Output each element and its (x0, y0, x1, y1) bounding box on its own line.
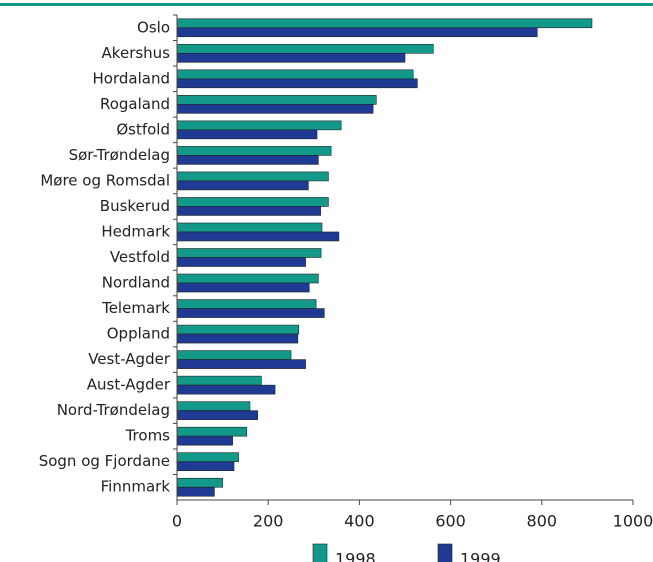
bar (176, 324, 300, 335)
bar (176, 384, 276, 395)
bar (176, 435, 233, 446)
bar (176, 426, 248, 437)
bar (176, 18, 593, 29)
bar (176, 146, 332, 156)
y-tick-label: Vest-Agder (88, 350, 171, 368)
bar (176, 248, 322, 258)
top-rule (0, 3, 653, 6)
bar (176, 120, 342, 131)
bar (176, 299, 317, 309)
x-tick-label: 800 (527, 512, 558, 531)
y-tick-label: Oppland (107, 325, 170, 343)
bar (176, 486, 215, 497)
bar (176, 410, 259, 420)
y-tick-label: Rogaland (100, 95, 170, 113)
y-tick-label: Aust-Agder (87, 376, 171, 394)
bar (176, 129, 318, 140)
x-tick-label: 1000 (613, 512, 653, 531)
bar (176, 95, 377, 105)
y-tick-label: Telemark (101, 299, 170, 317)
y-tick-label: Hedmark (101, 222, 170, 240)
legend-swatch (437, 543, 453, 562)
bar (176, 52, 406, 63)
x-tick-label: 0 (172, 512, 182, 531)
bar (176, 257, 306, 267)
bar (176, 231, 340, 242)
legend-label: 1999 (460, 550, 501, 562)
y-tick-label: Nordland (102, 274, 170, 292)
y-tick-label: Nord-Trøndelag (57, 401, 170, 419)
bar (176, 180, 309, 191)
y-tick-label: Sør-Trøndelag (69, 146, 170, 164)
legend-label: 1998 (335, 550, 376, 562)
bar (176, 452, 239, 463)
bar (176, 273, 319, 284)
y-tick-label: Akershus (102, 44, 171, 62)
bar (176, 222, 323, 233)
y-tick-label: Finnmark (101, 478, 171, 496)
bar (176, 477, 223, 488)
bar (176, 359, 306, 369)
bar (176, 43, 434, 54)
bar (176, 104, 374, 114)
bar (176, 401, 251, 411)
y-tick-label: Troms (125, 427, 171, 445)
bar (176, 171, 329, 182)
bar (176, 206, 321, 216)
legend-swatch (312, 543, 328, 562)
y-tick-label: Østfold (116, 120, 170, 138)
bar (176, 69, 414, 80)
bar (176, 350, 292, 360)
y-tick-label: Buskerud (100, 197, 170, 215)
y-tick-label: Oslo (137, 18, 170, 36)
bar (176, 308, 325, 318)
x-tick-label: 200 (253, 512, 284, 531)
bar (176, 282, 310, 293)
bar (176, 155, 319, 165)
bar (176, 461, 235, 472)
x-tick-label: 400 (344, 512, 375, 531)
x-tick-label: 600 (435, 512, 466, 531)
y-tick-label: Sogn og Fjordane (39, 452, 170, 470)
bar (176, 333, 299, 344)
y-tick-label: Møre og Romsdal (40, 171, 170, 189)
bar (176, 197, 329, 207)
bar (176, 78, 418, 89)
bar (176, 27, 538, 38)
bar (176, 375, 262, 386)
y-tick-label: Hordaland (93, 69, 170, 87)
y-tick-label: Vestfold (110, 248, 170, 266)
